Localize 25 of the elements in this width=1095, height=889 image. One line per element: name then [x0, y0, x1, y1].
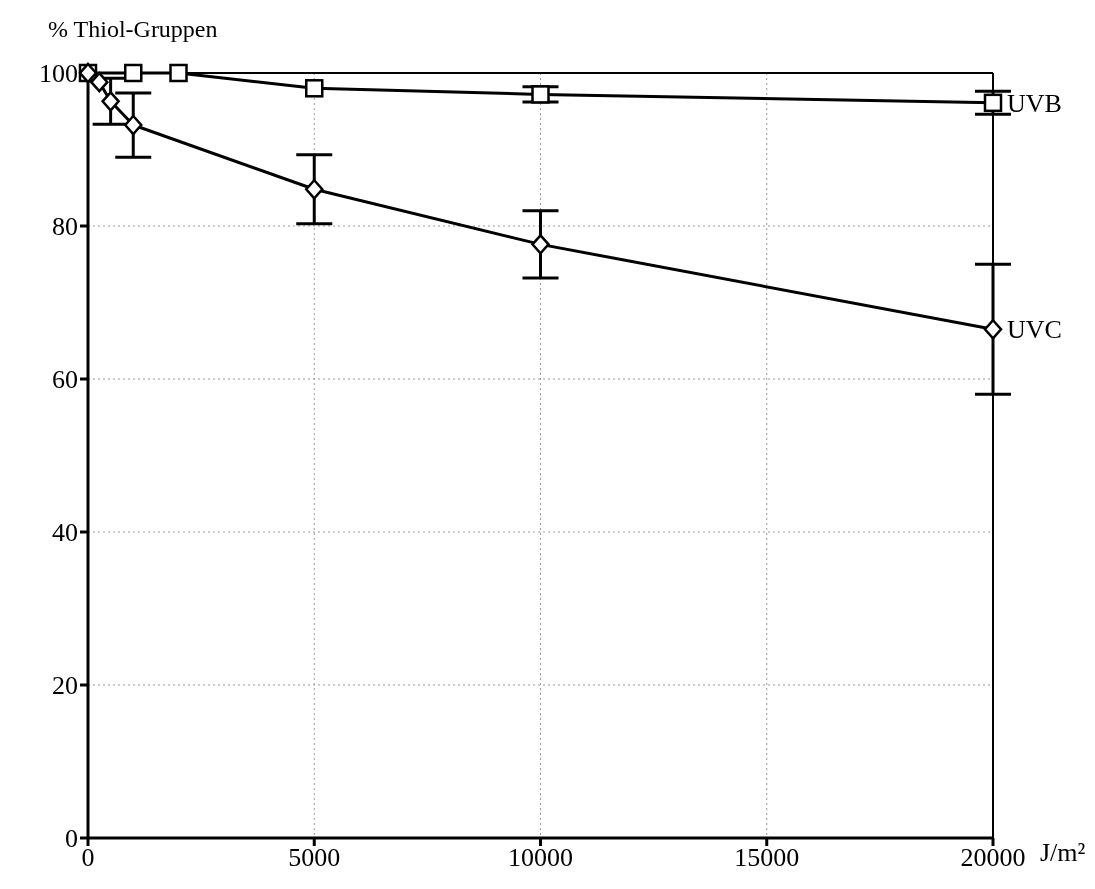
point: [305, 79, 324, 98]
point: [124, 114, 143, 136]
series-label: UVC: [1007, 315, 1062, 345]
series-label: UVB: [1007, 88, 1062, 118]
point: [305, 179, 324, 200]
y-tick-label: 80: [52, 212, 78, 242]
point: [983, 93, 1003, 113]
y-tick-label: 40: [52, 518, 78, 548]
point: [531, 85, 550, 104]
x-tick-label: 5000: [288, 843, 341, 873]
x-tick-label: 20000: [960, 843, 1026, 873]
x-tick-label: 15000: [734, 843, 800, 873]
y-axis-title: % Thiol-Gruppen: [48, 16, 218, 43]
point: [124, 63, 143, 83]
point: [101, 91, 120, 112]
y-tick-label: 100: [39, 59, 78, 89]
x-axis-title: J/m²: [1040, 838, 1086, 868]
y-tick-label: 20: [52, 671, 78, 701]
point: [169, 63, 188, 83]
y-tick-label: 60: [52, 365, 78, 395]
y-tick-label: 0: [65, 824, 78, 854]
point: [531, 234, 550, 255]
point: [90, 71, 109, 93]
point: [983, 319, 1003, 340]
x-tick-label: 10000: [508, 843, 573, 873]
